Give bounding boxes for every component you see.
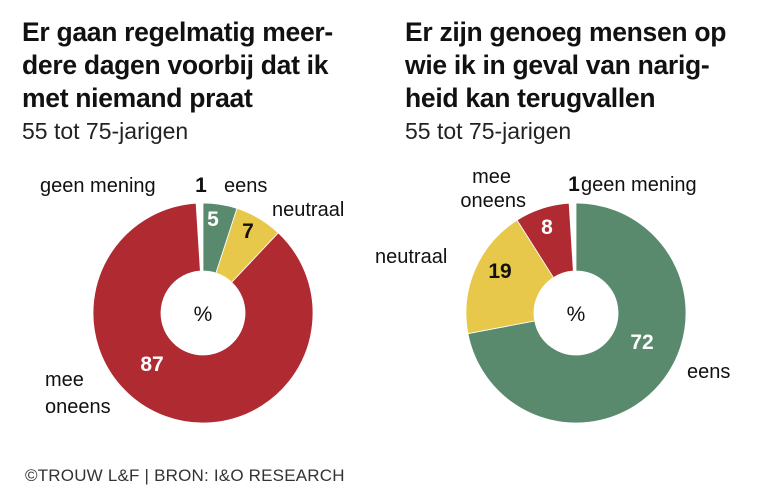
slice-label-mee-oneens: oneens [460,190,526,212]
value-label-geen-mening: 1 [568,173,580,196]
value-label-mee-oneens: 8 [541,216,553,239]
value-label-geen-mening: 1 [195,174,207,197]
chart-subtitle-left: 55 tot 75-jarigen [22,118,189,144]
slice-geen-mening [196,203,203,272]
slice-label-geen-mening: geen mening [40,175,156,197]
value-label-eens: 72 [630,331,653,354]
title-line: dere dagen voorbij dat ik [22,50,329,80]
slice-neutraal [465,219,555,335]
slice-label-eens: eens [224,175,267,197]
slice-label-neutraal: neutraal [272,199,344,221]
value-label-mee-oneens: 87 [140,353,163,376]
title-line: Er zijn genoeg mensen op [405,17,727,47]
slice-eens [467,202,687,424]
title-line: Er gaan regelmatig meer- [22,17,333,47]
slice-label-eens: eens [687,361,730,383]
slice-geen-mening [569,203,576,272]
title-line: heid kan terugvallen [405,83,656,113]
chart-title-right: Er zijn genoeg mensen op wie ik in geval… [405,16,755,115]
slice-label-neutraal: neutraal [375,246,447,268]
slice-mee-oneens [516,202,574,279]
slice-label-mee-oneens: mee [472,166,511,188]
chart-subtitle-right: 55 tot 75-jarigen [405,118,572,144]
center-label: % [194,303,213,326]
slice-mee-oneens [92,202,314,424]
slice-label-mee-oneens: oneens [45,396,111,418]
chart-panel-left: Er gaan regelmatig meer- dere dagen voor… [0,0,380,440]
slice-label-mee-oneens: mee [45,369,84,391]
slice-label-geen-mening: geen mening [581,174,697,196]
center-label: % [567,303,586,326]
chart-title-left: Er gaan regelmatig meer- dere dagen voor… [22,16,372,115]
title-line: wie ik in geval van narig- [405,50,710,80]
value-label-neutraal: 19 [488,260,511,283]
value-label-eens: 5 [207,208,219,231]
value-label-neutraal: 7 [242,220,254,243]
chart-panel-right: Er zijn genoeg mensen op wie ik in geval… [375,0,760,440]
source-credit: ©TROUW L&F | BRON: I&O RESEARCH [25,466,345,485]
title-line: met niemand praat [22,83,253,113]
